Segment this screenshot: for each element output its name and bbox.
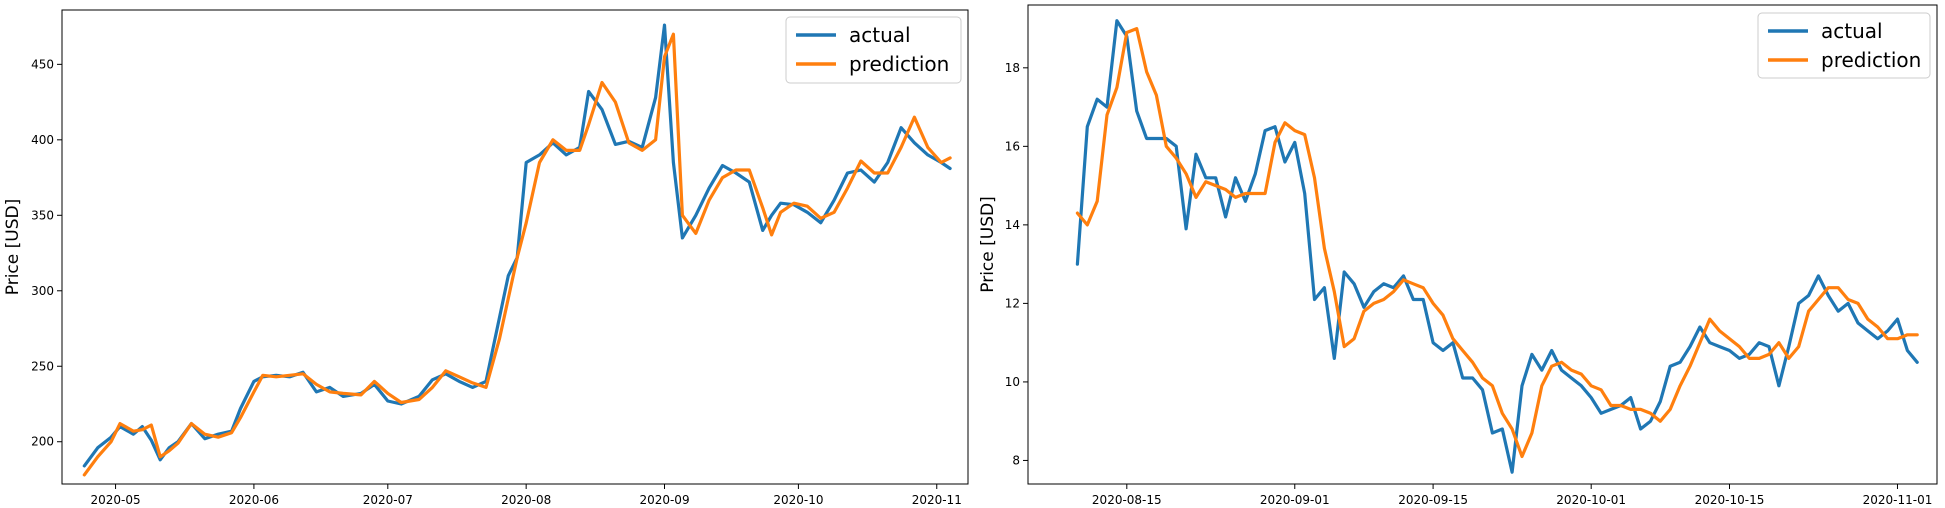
x-tick-label: 2020-09-15 [1398, 493, 1468, 507]
y-tick-label: 18 [1005, 61, 1020, 75]
x-tick-label: 2020-11-01 [1863, 493, 1933, 507]
chart-right: 2020-08-15 2020-09-01 2020-09-15 2020-10-01… [978, 4, 1938, 507]
y-tick-label: 12 [1005, 296, 1020, 310]
x-tick-label: 2020-10 [773, 493, 823, 507]
legend-label-prediction: prediction [849, 52, 949, 76]
legend: actual prediction [1757, 12, 1931, 79]
y-tick-label: 10 [1005, 375, 1020, 389]
y-axis-label: Price [USD] [3, 199, 23, 295]
y-tick-label: 14 [1005, 218, 1020, 232]
series-line-actual [1075, 19, 1919, 474]
x-tick-label: 2020-09 [639, 493, 689, 507]
legend: actual prediction [785, 16, 962, 84]
y-tick-label: 250 [31, 359, 54, 373]
x-tick-label: 2020-08 [501, 493, 551, 507]
x-tick-label: 2020-07 [363, 493, 413, 507]
plot-frame [1027, 4, 1938, 485]
chart-left: 2020-05 2020-06 2020-07 2020-08 2020-09 2020-… [3, 9, 969, 507]
legend-label-actual: actual [1821, 19, 1883, 43]
legend-label-actual: actual [849, 23, 911, 47]
x-tick-label: 2020-06 [229, 493, 279, 507]
y-tick-label: 300 [31, 284, 54, 298]
y-tick-label: 450 [31, 57, 54, 71]
y-tick-label: 350 [31, 208, 54, 222]
y-axis-label: Price [USD] [978, 196, 998, 292]
y-tick-label: 16 [1005, 139, 1020, 153]
x-tick-label: 2020-11 [912, 493, 962, 507]
series-line-prediction [82, 32, 952, 477]
x-tick-label: 2020-10-15 [1695, 493, 1765, 507]
y-tick-label: 8 [1012, 453, 1020, 467]
y-tick-label: 200 [31, 435, 54, 449]
plot-frame [61, 9, 969, 485]
y-tick-label: 400 [31, 133, 54, 147]
legend-label-prediction: prediction [1821, 48, 1921, 72]
x-tick-label: 2020-09-01 [1260, 493, 1330, 507]
series-line-prediction [1075, 27, 1919, 459]
x-tick-label: 2020-08-15 [1092, 493, 1162, 507]
x-tick-label: 2020-05 [90, 493, 140, 507]
x-tick-label: 2020-10-01 [1556, 493, 1626, 507]
